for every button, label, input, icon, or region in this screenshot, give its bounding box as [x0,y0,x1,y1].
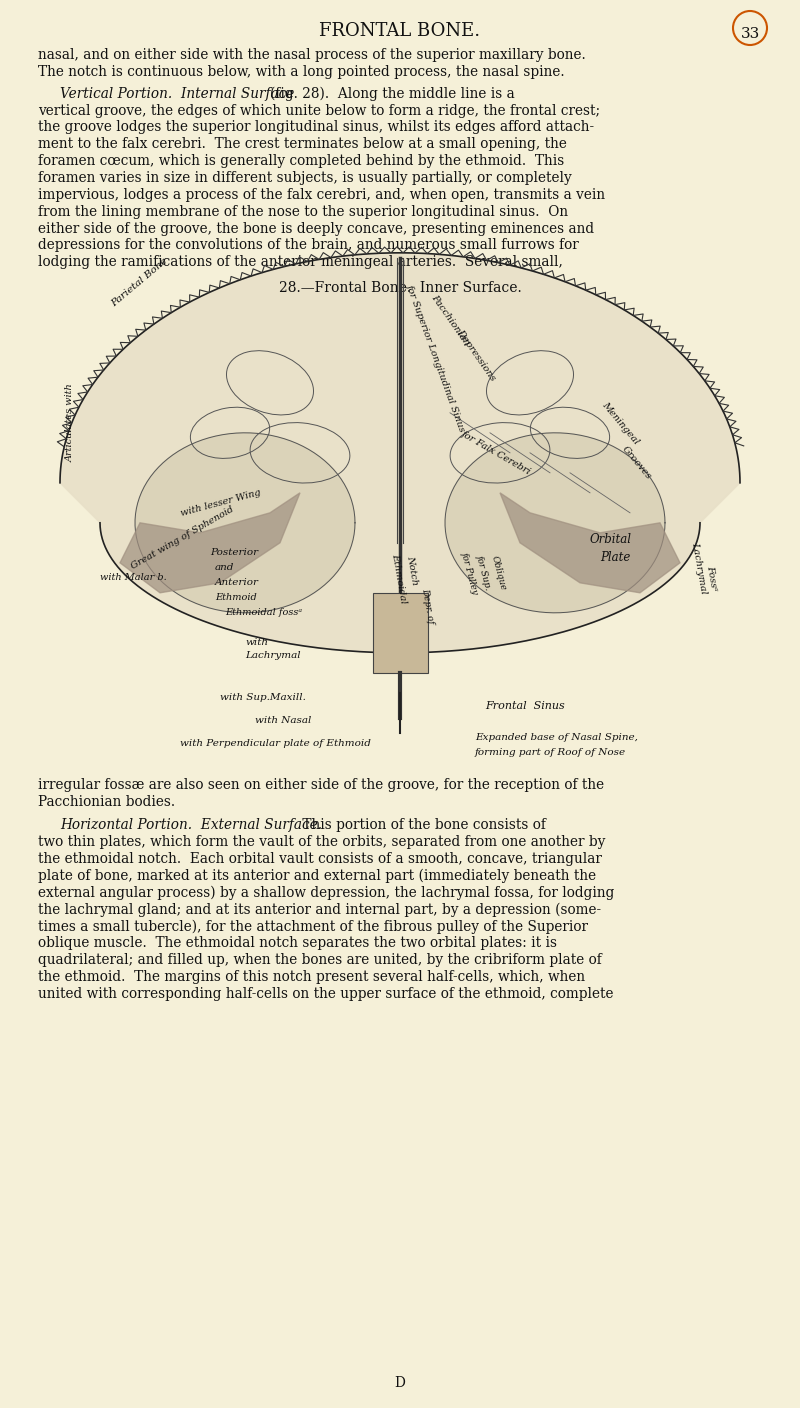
Polygon shape [135,432,355,612]
Text: forming part of Roof of Nose: forming part of Roof of Nose [475,748,626,758]
Text: plate of bone, marked at its anterior and external part (immediately beneath the: plate of bone, marked at its anterior an… [38,869,596,883]
Text: vertical groove, the edges of which unite below to form a ridge, the frontal cre: vertical groove, the edges of which unit… [38,104,600,118]
Text: Ethmoidal: Ethmoidal [390,553,408,604]
Polygon shape [500,493,680,593]
Text: Great wing of Sphenoid: Great wing of Sphenoid [130,504,236,572]
Text: impervious, lodges a process of the falx cerebri, and, when open, transmits a ve: impervious, lodges a process of the falx… [38,187,605,201]
Text: Notch: Notch [405,555,419,586]
Text: Posterior: Posterior [210,548,258,556]
Text: Parietal Bone: Parietal Bone [110,256,170,308]
Bar [373,593,428,673]
Text: for Falx Cerebri: for Falx Cerebri [460,429,533,476]
Text: the lachrymal gland; and at its anterior and internal part, by a depression (som: the lachrymal gland; and at its anterior… [38,903,601,917]
Text: with: with [245,638,268,646]
Text: lodging the ramifications of the anterior meningeal arteries.  Several small,: lodging the ramifications of the anterio… [38,255,563,269]
Text: D: D [394,1376,406,1390]
Text: 33: 33 [740,27,760,41]
Text: the ethmoid.  The margins of this notch present several half-cells, which, when: the ethmoid. The margins of this notch p… [38,970,585,984]
Text: foramen cœcum, which is generally completed behind by the ethmoid.  This: foramen cœcum, which is generally comple… [38,155,564,168]
Text: (fig. 28).  Along the middle line is a: (fig. 28). Along the middle line is a [270,87,514,101]
Text: foramen varies in size in different subjects, is usually partially, or completel: foramen varies in size in different subj… [38,170,572,184]
Text: Vertical Portion.  Internal Surface: Vertical Portion. Internal Surface [60,87,294,101]
Text: oblique muscle.  The ethmoidal notch separates the two orbital plates: it is: oblique muscle. The ethmoidal notch sepa… [38,936,557,950]
Text: times a small tubercle), for the attachment of the fibrous pulley of the Superio: times a small tubercle), for the attachm… [38,919,588,934]
Text: external angular process) by a shallow depression, the lachrymal fossa, for lodg: external angular process) by a shallow d… [38,886,614,900]
Text: Oblique: Oblique [490,555,508,591]
Text: Pacchionian bodies.: Pacchionian bodies. [38,794,175,808]
Polygon shape [120,493,300,593]
Text: with Sup.Maxill.: with Sup.Maxill. [220,693,306,701]
Text: depressions for the convolutions of the brain, and numerous small furrows for: depressions for the convolutions of the … [38,238,578,252]
Text: for Sup.: for Sup. [475,555,493,591]
Text: quadrilateral; and filled up, when the bones are united, by the cribriform plate: quadrilateral; and filled up, when the b… [38,953,602,967]
Text: either side of the groove, the bone is deeply concave, presenting eminences and: either side of the groove, the bone is d… [38,221,594,235]
Text: with Malar b.: with Malar b. [100,573,166,583]
Text: Plate: Plate [600,551,630,563]
Text: Pacchionian: Pacchionian [430,293,472,346]
Text: two thin plates, which form the vault of the orbits, separated from one another : two thin plates, which form the vault of… [38,835,606,849]
Text: This portion of the bone consists of: This portion of the bone consists of [298,818,546,832]
Text: the groove lodges the superior longitudinal sinus, whilst its edges afford attac: the groove lodges the superior longitudi… [38,121,594,135]
Text: from the lining membrane of the nose to the superior longitudinal sinus.  On: from the lining membrane of the nose to … [38,204,568,218]
Text: Meningeal: Meningeal [600,400,641,446]
Text: Fossᵃ: Fossᵃ [705,565,718,591]
Text: ment to the falx cerebri.  The crest terminates below at a small opening, the: ment to the falx cerebri. The crest term… [38,138,567,151]
Text: Ethmoid: Ethmoid [215,593,257,601]
Text: Ethmoidal fossᵃ: Ethmoidal fossᵃ [225,608,302,617]
Text: Grooves: Grooves [620,445,653,482]
Polygon shape [445,432,665,612]
Text: The notch is continuous below, with a long pointed process, the ⁠nasal spine⁠.: The notch is continuous below, with a lo… [38,65,565,79]
Text: with Perpendicular plate of Ethmoid: with Perpendicular plate of Ethmoid [180,739,371,748]
Text: nasal, and on either side with the nasal process of the superior maxillary bone.: nasal, and on either side with the nasal… [38,48,586,62]
Text: Lachrymal: Lachrymal [245,650,301,660]
Text: united with corresponding half-cells on the upper surface of the ethmoid, comple: united with corresponding half-cells on … [38,987,614,1001]
Polygon shape [60,253,740,653]
Text: Articulates with: Articulates with [66,383,74,462]
Text: for Superior Longitudinal Sinus: for Superior Longitudinal Sinus [405,283,467,434]
Text: Anterior: Anterior [215,577,259,587]
Text: Depressions: Depressions [455,328,497,383]
Text: for Pulley: for Pulley [460,551,480,596]
Text: with lesser Wing: with lesser Wing [180,487,262,518]
Text: Depr. of: Depr. of [420,587,435,625]
Text: Horizontal Portion.  External Surface.: Horizontal Portion. External Surface. [60,818,322,832]
Text: irregular fossæ are also seen on either side of the groove, for the reception of: irregular fossæ are also seen on either … [38,777,604,791]
Text: and: and [215,563,234,572]
Text: Expanded base of Nasal Spine,: Expanded base of Nasal Spine, [475,732,638,742]
Text: the ethmoidal notch.  Each orbital vault consists of a smooth, concave, triangul: the ethmoidal notch. Each orbital vault … [38,852,602,866]
Text: Frontal  Sinus: Frontal Sinus [485,701,565,711]
Text: Lachrymal: Lachrymal [690,541,708,594]
Text: FRONTAL BONE.: FRONTAL BONE. [319,23,481,39]
Text: 28.—Frontal Bone.  Inner Surface.: 28.—Frontal Bone. Inner Surface. [278,280,522,294]
Text: Orbital: Orbital [590,532,632,546]
Text: with Nasal: with Nasal [255,715,311,725]
